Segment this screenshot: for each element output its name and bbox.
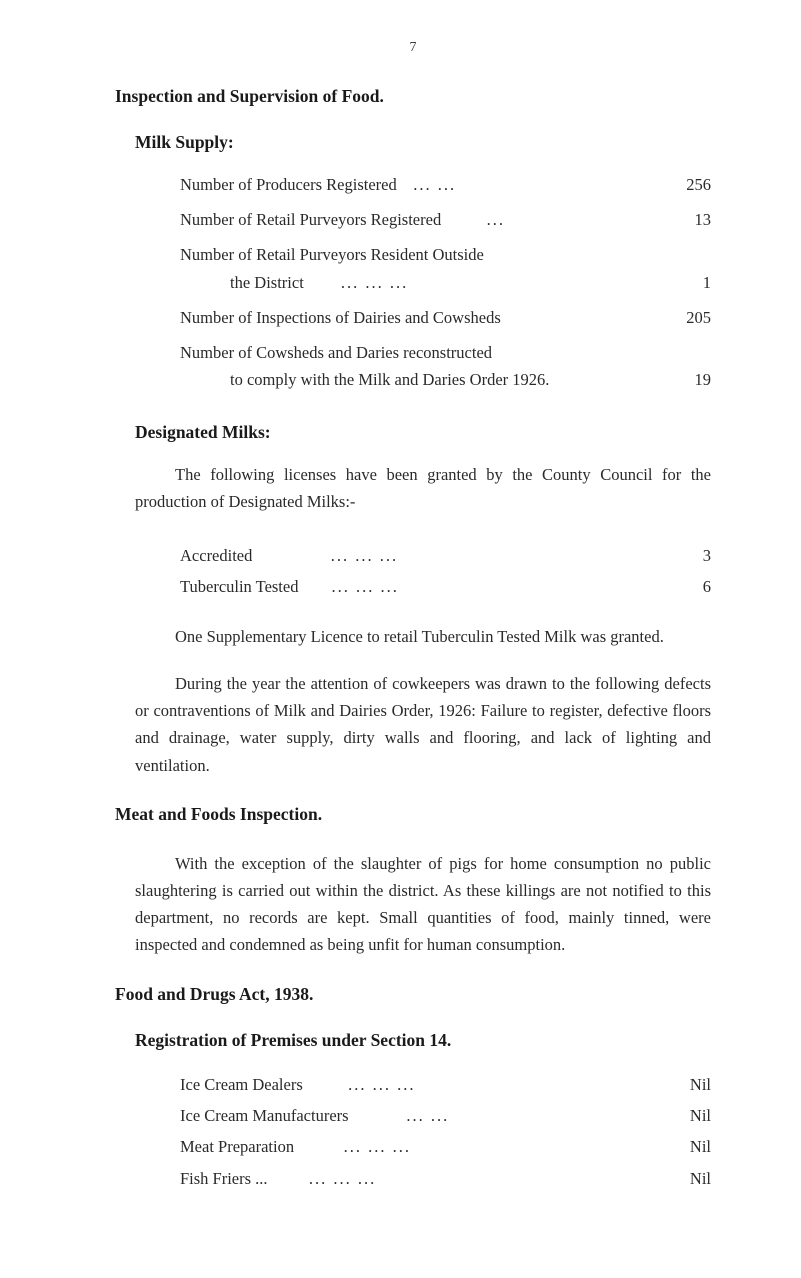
data-label: Fish Friers ... ... ... ... <box>180 1163 661 1194</box>
data-label: Tuberculin Tested ... ... ... <box>180 571 661 602</box>
designated-milks-section: Designated Milks: The following licenses… <box>115 422 711 779</box>
data-row: Number of Inspections of Dairies and Cow… <box>180 304 711 331</box>
data-row: Accredited ... ... ... 3 <box>180 540 711 571</box>
data-value: 205 <box>661 304 711 331</box>
data-row: Meat Preparation ... ... ... Nil <box>180 1131 711 1162</box>
data-value: Nil <box>661 1069 711 1100</box>
designated-para1: One Supplementary Licence to retail Tube… <box>135 623 711 650</box>
designated-para2: During the year the attention of cowkeep… <box>135 670 711 779</box>
data-row: Number of Cowsheds and Daries reconstruc… <box>180 339 711 393</box>
milk-supply-heading: Milk Supply: <box>135 132 711 153</box>
data-label: Number of Retail Purveyors Resident Outs… <box>180 241 661 295</box>
data-value: Nil <box>661 1100 711 1131</box>
food-drugs-heading: Food and Drugs Act, 1938. <box>115 984 711 1005</box>
data-value: 19 <box>661 366 711 393</box>
milk-supply-list: Number of Producers Registered ... ... 2… <box>180 171 711 394</box>
data-value: 256 <box>661 171 711 198</box>
data-label: Number of Producers Registered ... ... <box>180 171 661 198</box>
data-value: Nil <box>661 1131 711 1162</box>
data-value: 3 <box>661 540 711 571</box>
designated-intro: The following licenses have been granted… <box>135 461 711 515</box>
data-value: 13 <box>661 206 711 233</box>
data-label: Accredited ... ... ... <box>180 540 661 571</box>
data-label: Number of Cowsheds and Daries reconstruc… <box>180 339 661 393</box>
meat-foods-heading: Meat and Foods Inspection. <box>115 804 711 825</box>
designated-list: Accredited ... ... ... 3 Tuberculin Test… <box>180 540 711 603</box>
designated-milks-heading: Designated Milks: <box>135 422 711 443</box>
milk-supply-section: Milk Supply: Number of Producers Registe… <box>115 132 711 394</box>
meat-foods-section: Meat and Foods Inspection. With the exce… <box>115 804 711 959</box>
data-label: Number of Retail Purveyors Registered ..… <box>180 206 661 233</box>
registration-list: Ice Cream Dealers ... ... ... Nil Ice Cr… <box>180 1069 711 1194</box>
data-label: Meat Preparation ... ... ... <box>180 1131 661 1162</box>
registration-heading: Registration of Premises under Section 1… <box>135 1030 711 1051</box>
data-value: 1 <box>661 269 711 296</box>
data-label: Ice Cream Manufacturers ... ... <box>180 1100 661 1131</box>
page-number: 7 <box>115 40 711 56</box>
data-label: Ice Cream Dealers ... ... ... <box>180 1069 661 1100</box>
data-row: Ice Cream Manufacturers ... ... Nil <box>180 1100 711 1131</box>
data-label: Number of Inspections of Dairies and Cow… <box>180 304 661 331</box>
data-value: 6 <box>661 571 711 602</box>
data-row: Number of Retail Purveyors Resident Outs… <box>180 241 711 295</box>
data-row: Fish Friers ... ... ... ... Nil <box>180 1163 711 1194</box>
main-heading: Inspection and Supervision of Food. <box>115 86 711 107</box>
data-row: Tuberculin Tested ... ... ... 6 <box>180 571 711 602</box>
meat-foods-para: With the exception of the slaughter of p… <box>135 850 711 959</box>
food-drugs-section: Food and Drugs Act, 1938. Registration o… <box>115 984 711 1194</box>
data-row: Number of Producers Registered ... ... 2… <box>180 171 711 198</box>
data-row: Ice Cream Dealers ... ... ... Nil <box>180 1069 711 1100</box>
data-row: Number of Retail Purveyors Registered ..… <box>180 206 711 233</box>
data-value: Nil <box>661 1163 711 1194</box>
